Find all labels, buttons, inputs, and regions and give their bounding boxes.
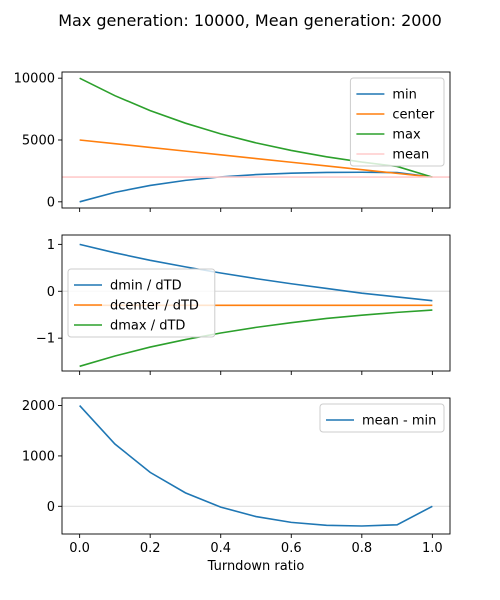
- legend-box: [349, 77, 445, 167]
- legend-label: min: [392, 88, 417, 103]
- y-tick-label: 0: [47, 285, 55, 300]
- subplot-1: 0 5000 10000 min center max mean: [14, 71, 451, 212]
- figure-title: Max generation: 10000, Mean generation: …: [58, 11, 442, 30]
- y-tick-label: 2000: [22, 399, 55, 414]
- legend-label: dmax / dTD: [110, 319, 185, 334]
- series-line-dmax-dtd: [79, 309, 433, 368]
- legend-box: [319, 403, 445, 433]
- x-tick-label: 0.8: [351, 541, 372, 556]
- x-tick-label: 0.2: [140, 541, 161, 556]
- x-tick-label: 0.4: [210, 541, 231, 556]
- y-tick-label: 0: [47, 500, 55, 515]
- legend-label: mean: [392, 148, 429, 163]
- subplot-2: −1 0 1 dmin / dTD dcenter / dTD dmax / dTD: [36, 234, 451, 375]
- series-line-min: [79, 171, 433, 203]
- legend-label: dcenter / dTD: [110, 299, 199, 314]
- series-line-mean-min: [79, 405, 433, 527]
- y-tick-label: −1: [36, 332, 55, 347]
- y-tick-label: 1: [47, 238, 55, 253]
- legend-box: [67, 268, 216, 338]
- legend: min center max mean: [349, 77, 445, 167]
- subplot-3: 0 1000 2000 0.0 0.2 0.4 0.6 0.8 1.0 Turndown rati…: [22, 397, 451, 574]
- axes-frame: [61, 234, 451, 372]
- legend-label: max: [392, 128, 421, 143]
- legend-label: mean - min: [362, 414, 436, 429]
- legend-label: center: [392, 108, 434, 123]
- y-tick-label: 0: [47, 195, 55, 210]
- legend: mean - min: [319, 403, 445, 433]
- legend: dmin / dTD dcenter / dTD dmax / dTD: [67, 268, 216, 338]
- axes-frame: [61, 397, 451, 535]
- legend-label: dmin / dTD: [110, 279, 182, 294]
- y-tick-label: 10000: [14, 72, 55, 87]
- x-axis-label: Turndown ratio: [207, 559, 305, 574]
- x-tick-label: 0.0: [69, 541, 90, 556]
- series-line-center: [79, 139, 433, 178]
- y-tick-label: 5000: [22, 134, 55, 149]
- x-tick-label: 1.0: [422, 541, 443, 556]
- x-tick-label: 0.6: [281, 541, 302, 556]
- series-line-dmin-dtd: [79, 243, 433, 302]
- y-tick-label: 1000: [22, 449, 55, 464]
